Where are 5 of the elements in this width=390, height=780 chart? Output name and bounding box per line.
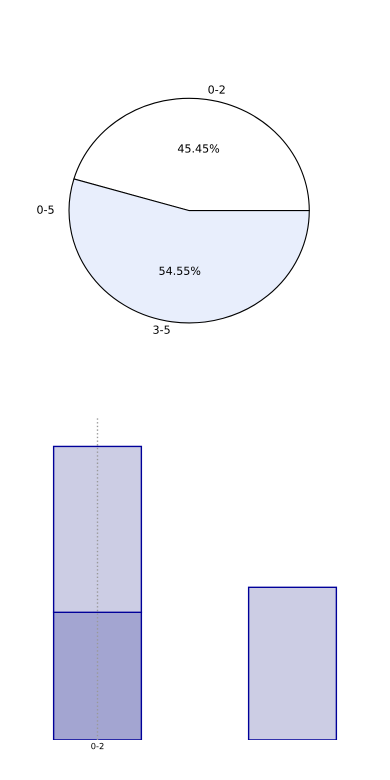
- slice-label: 3-5: [153, 325, 170, 334]
- text: 0-5: [37, 205, 54, 214]
- slice-label: 0-2: [208, 85, 225, 94]
- data-label: 54.55%: [159, 266, 200, 275]
- data-label: 45.45%: [178, 144, 220, 153]
